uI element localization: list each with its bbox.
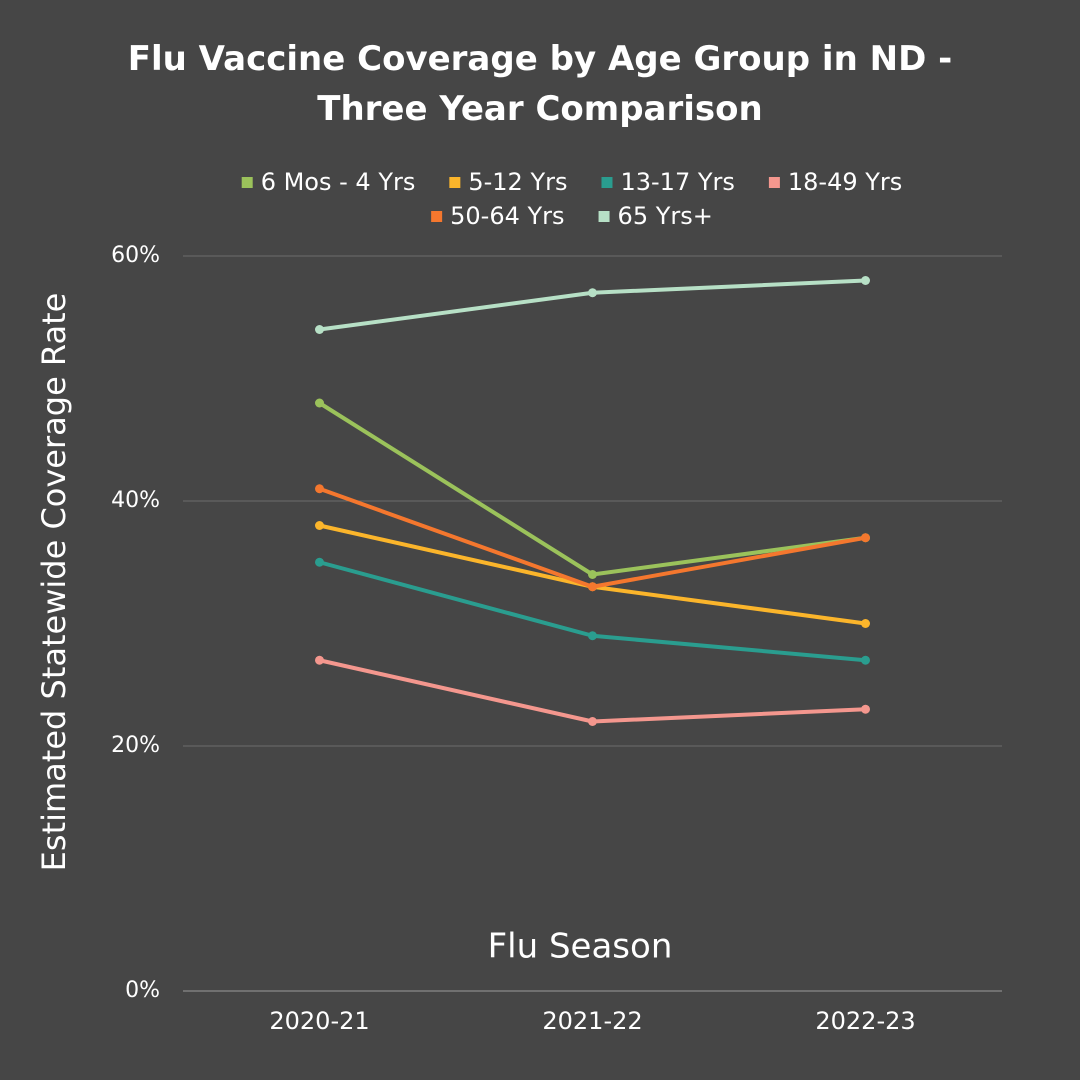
data-point xyxy=(861,619,870,628)
data-point xyxy=(588,288,597,298)
data-point xyxy=(588,582,597,592)
series-line xyxy=(319,658,866,724)
x-tick-label: 2021-22 xyxy=(542,1007,642,1035)
series-line xyxy=(319,278,866,332)
data-point xyxy=(315,557,324,567)
data-point xyxy=(588,717,597,726)
data-point xyxy=(861,704,870,714)
legend-label: 18-49 Yrs xyxy=(788,168,902,196)
x-tick-label: 2020-21 xyxy=(269,1007,369,1035)
legend-label: 50-64 Yrs xyxy=(450,202,564,230)
series-line xyxy=(318,401,866,577)
data-point xyxy=(315,484,324,494)
legend-swatch xyxy=(449,177,461,188)
data-point xyxy=(315,398,324,408)
legend-swatch xyxy=(431,211,443,222)
data-point xyxy=(861,276,870,285)
x-axis-title: Flu Season xyxy=(488,927,673,967)
data-point xyxy=(315,325,324,334)
x-tick-label: 2022-23 xyxy=(815,1007,915,1035)
y-tick-label: 60% xyxy=(111,243,160,268)
y-tick-label: 20% xyxy=(111,733,160,758)
data-point xyxy=(315,521,324,530)
data-point xyxy=(588,631,597,641)
data-point xyxy=(588,570,597,579)
data-point xyxy=(315,655,324,665)
y-tick-label: 0% xyxy=(125,978,160,1003)
data-point xyxy=(861,533,870,543)
legend-swatch xyxy=(598,211,610,222)
legend-label: 13-17 Yrs xyxy=(620,168,734,196)
y-tick-label: 40% xyxy=(111,488,160,513)
legend-swatch xyxy=(768,177,780,188)
legend-swatch xyxy=(601,177,613,188)
data-point xyxy=(861,655,870,665)
y-axis-title: Estimated Statewide Coverage Rate xyxy=(35,293,73,872)
chart-title: Flu Vaccine Coverage by Age Group in ND … xyxy=(127,39,953,129)
legend-swatch xyxy=(241,177,253,188)
legend-label: 6 Mos - 4 Yrs xyxy=(261,168,416,196)
legend-label: 65 Yrs+ xyxy=(618,202,713,230)
legend-label: 5-12 Yrs xyxy=(468,168,567,196)
